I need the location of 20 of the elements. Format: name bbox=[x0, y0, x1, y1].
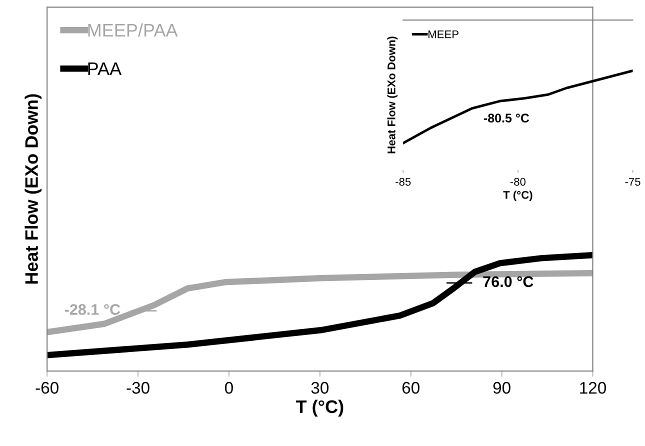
y-axis-title: Heat Flow (EXo Down) bbox=[24, 94, 42, 284]
x-tick-label: -30 bbox=[126, 382, 150, 394]
x-axis-title: T (°C) bbox=[296, 400, 344, 417]
x-tick-label: 30 bbox=[311, 382, 329, 394]
x-tick-label: -75 bbox=[625, 178, 640, 186]
legend-label: PAA bbox=[88, 62, 122, 75]
x-tick-label: 120 bbox=[580, 382, 606, 394]
legend-label: MEEP bbox=[428, 30, 458, 38]
x-tick-label: -80 bbox=[510, 178, 526, 186]
x-tick-label: 60 bbox=[402, 382, 420, 394]
annotation: 76.0 °C bbox=[483, 276, 534, 288]
x-axis-title: T (°C) bbox=[503, 190, 532, 202]
annotation: -28.1 °C bbox=[64, 304, 120, 315]
x-tick-label: -85 bbox=[396, 178, 411, 186]
x-tick-label: 0 bbox=[224, 382, 233, 394]
legend-label: MEEP/PAA bbox=[88, 23, 178, 37]
annotation: -80.5 °C bbox=[484, 114, 530, 123]
y-axis-title: Heat Flow (EXo Down) bbox=[387, 36, 398, 154]
x-tick-label: 90 bbox=[493, 382, 510, 394]
x-tick-label: -60 bbox=[36, 382, 58, 394]
